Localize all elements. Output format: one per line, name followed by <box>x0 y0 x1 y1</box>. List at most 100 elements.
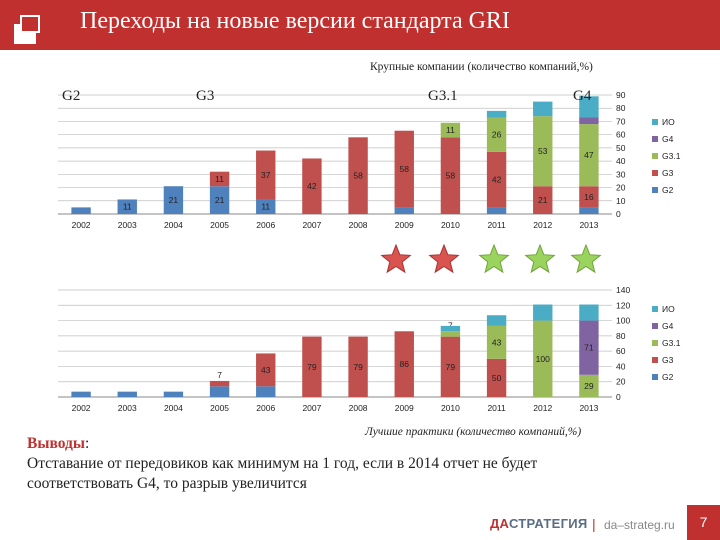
footer-url[interactable]: da–strateg.ru <box>604 518 675 532</box>
bar-G2-2002 <box>71 207 91 214</box>
version-label: G2 <box>62 88 80 104</box>
data-label: 42 <box>492 175 502 185</box>
x-tick-label: 2003 <box>118 403 137 413</box>
bar-G3-2005 <box>209 171 230 187</box>
x-tick-label: 2008 <box>349 220 368 230</box>
bar-ИО-2011 <box>486 315 507 326</box>
page-title: Переходы на новые версии стандарта GRI <box>80 8 510 34</box>
legend-entry: G3.1 <box>662 151 681 161</box>
data-label: 79 <box>307 362 317 372</box>
data-label: 21 <box>169 195 179 205</box>
x-tick-label: 2005 <box>210 403 229 413</box>
legend-swatch-ИО <box>652 306 658 312</box>
page-number: 7 <box>687 505 720 540</box>
x-tick-label: 2009 <box>395 220 414 230</box>
data-label: 21 <box>538 195 548 205</box>
data-label: 7 <box>217 370 222 380</box>
bar-G2-2002 <box>71 391 91 397</box>
data-label: 47 <box>584 150 594 160</box>
bar-G2-2005 <box>209 386 230 397</box>
y-tick-label: 20 <box>616 183 626 193</box>
x-tick-label: 2010 <box>441 403 460 413</box>
legend-swatch-G3 <box>652 357 658 363</box>
green-star-icon <box>524 243 556 274</box>
data-label: 29 <box>584 381 594 391</box>
version-label: G3 <box>196 88 214 104</box>
x-tick-label: 2006 <box>256 403 275 413</box>
conclusion-line2: соответствовать G4, то разрыв увеличится <box>27 475 307 492</box>
chart-title: Крупные компании (количество компаний,%) <box>370 61 593 73</box>
bar-G2-2013 <box>579 207 599 214</box>
red-star-icon <box>428 243 460 274</box>
y-tick-label: 50 <box>616 143 626 153</box>
y-tick-label: 60 <box>616 130 626 140</box>
data-label: 16 <box>584 192 594 202</box>
bar-G2-2003 <box>117 199 137 214</box>
data-label: 58 <box>400 164 410 174</box>
y-tick-label: 80 <box>616 103 626 113</box>
data-label: 50 <box>492 373 502 383</box>
chart-title: Лучшие практики (количество компаний,%) <box>364 425 581 438</box>
footer-separator: | <box>592 516 596 532</box>
legend-swatch-ИО <box>652 119 658 125</box>
bar-G2-2006 <box>256 199 276 214</box>
bar-G3-2010 <box>440 137 461 214</box>
y-tick-label: 90 <box>616 90 626 100</box>
y-tick-label: 0 <box>616 392 621 402</box>
bar-G2-2011 <box>486 207 507 214</box>
x-tick-label: 2007 <box>302 403 321 413</box>
x-tick-label: 2013 <box>579 403 598 413</box>
data-label: 21 <box>215 195 225 205</box>
legend-swatch-G3 <box>652 170 658 176</box>
legend-swatch-G3-1 <box>652 340 658 346</box>
legend-entry: G2 <box>662 185 674 195</box>
y-tick-label: 40 <box>616 361 626 371</box>
bar-ИО-2012 <box>533 304 553 321</box>
y-tick-label: 0 <box>616 209 621 219</box>
y-tick-label: 10 <box>616 196 626 206</box>
x-tick-label: 2002 <box>72 403 91 413</box>
bar-G3-2007 <box>302 336 322 397</box>
header-bar: Переходы на новые версии стандарта GRI <box>0 0 720 50</box>
legend-swatch-G3-1 <box>652 153 658 159</box>
data-label: 58 <box>446 171 456 181</box>
y-tick-label: 120 <box>616 300 630 310</box>
data-label: 86 <box>400 359 410 369</box>
legend-swatch-G4 <box>652 323 658 329</box>
bar-G3-1-2013 <box>579 374 599 397</box>
legend-entry: G3 <box>662 168 674 178</box>
bar-G3-1-2010 <box>440 331 461 337</box>
bar-G3-1-2011 <box>486 117 507 152</box>
bar-G3-2006 <box>256 150 276 200</box>
data-label: 53 <box>538 146 548 156</box>
x-tick-label: 2006 <box>256 220 275 230</box>
y-tick-label: 20 <box>616 377 626 387</box>
y-tick-label: 80 <box>616 331 626 341</box>
legend-entry: G4 <box>662 321 674 331</box>
data-label: 79 <box>446 362 456 372</box>
bar-G3-2008 <box>348 137 368 214</box>
data-label: 79 <box>353 362 363 372</box>
legend-swatch-G4 <box>652 136 658 142</box>
data-label: 42 <box>307 181 317 191</box>
legend-entry: G3.1 <box>662 338 681 348</box>
green-star-icon <box>570 243 602 274</box>
bar-G2-2006 <box>256 386 276 397</box>
legend-swatch-G2 <box>652 374 658 380</box>
conclusion-heading: Выводы <box>27 435 85 452</box>
x-tick-label: 2012 <box>533 403 552 413</box>
data-label: 11 <box>261 202 270 212</box>
bar-G3-1-2012 <box>533 116 553 187</box>
x-tick-label: 2012 <box>533 220 552 230</box>
bar-ИО-2012 <box>533 101 553 117</box>
x-tick-label: 2008 <box>349 403 368 413</box>
bar-G3-2010 <box>440 336 461 397</box>
y-tick-label: 30 <box>616 169 626 179</box>
bar-G3-2006 <box>256 353 276 387</box>
bar-G3-2013 <box>579 186 599 208</box>
data-label: 7 <box>448 320 453 330</box>
data-label: 58 <box>353 171 363 181</box>
bar-ИО-2011 <box>486 110 507 118</box>
data-label: 26 <box>492 130 502 140</box>
